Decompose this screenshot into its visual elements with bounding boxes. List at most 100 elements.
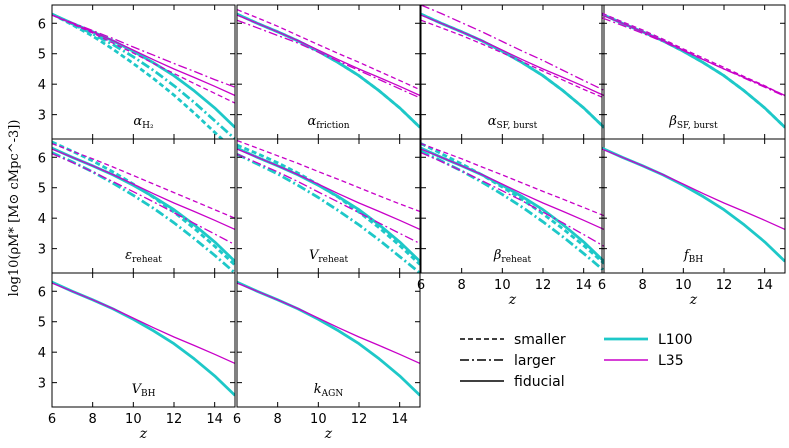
x-tick-label: 10 <box>125 412 142 427</box>
panel-10: 6 8 10 12 14 z kAGN <box>233 272 421 442</box>
panel-6: Vreheat <box>236 138 421 274</box>
panel-label: αfriction <box>307 114 349 131</box>
y-tick-label: 5 <box>38 48 46 63</box>
y-tick-label: 6 <box>38 151 46 166</box>
legend: smaller larger fiducial L100 L35 <box>460 332 693 390</box>
panel-9: 3 4 5 6 6 8 10 12 14 z VBH <box>38 272 236 442</box>
line-L35-larger <box>421 152 604 247</box>
panel-grid: 3 4 5 6 αH₂ αfriction αSF, burst βSF, burst 3 4 5 6… <box>38 4 786 442</box>
panel-lines <box>237 280 420 397</box>
y-tick-label: 3 <box>38 243 46 258</box>
x-tick-label: 10 <box>675 278 692 293</box>
line-L35-fiducial <box>237 282 420 364</box>
line-L35-larger <box>52 153 235 246</box>
x-tick-label: 12 <box>351 412 368 427</box>
x-tick-label: 14 <box>391 412 408 427</box>
line-L35-smaller <box>421 142 604 217</box>
y-tick-label: 6 <box>38 285 46 300</box>
line-L100-larger <box>421 149 604 272</box>
x-axis-label: z <box>324 426 333 442</box>
legend-label-L35: L35 <box>658 353 684 369</box>
line-L35-fiducial <box>421 148 604 230</box>
x-tick-label: 8 <box>458 278 466 293</box>
legend-label-fiducial: fiducial <box>514 374 565 390</box>
x-tick-label: 12 <box>535 278 552 293</box>
y-tick-label: 5 <box>38 316 46 331</box>
line-L35-smaller <box>602 12 785 97</box>
panel-frame <box>420 138 605 274</box>
line-L35-smaller <box>52 14 235 104</box>
line-L35-fiducial <box>52 148 235 230</box>
panel-label: kAGN <box>314 382 344 399</box>
panel-label: εreheat <box>125 248 162 265</box>
x-tick-label: 12 <box>716 278 733 293</box>
panel-1: 3 4 5 6 αH₂ <box>38 4 236 140</box>
x-axis-label: z <box>139 426 148 442</box>
line-L100-smaller <box>421 12 604 129</box>
line-L35-larger <box>421 5 604 91</box>
x-tick-label: 10 <box>310 412 327 427</box>
line-L35-smaller <box>237 8 420 91</box>
line-L35-fiducial <box>237 14 420 97</box>
line-L100-larger <box>52 12 235 139</box>
line-L35-fiducial <box>52 282 235 364</box>
panel-8: 6 8 10 12 14 z fBH <box>598 138 786 308</box>
panel-4: βSF, burst <box>601 4 786 140</box>
line-L100-fiducial <box>237 280 420 397</box>
panel-2: αfriction <box>236 4 421 140</box>
line-L100-smaller <box>237 143 420 266</box>
line-L100-smaller <box>602 12 785 129</box>
panel-lines <box>421 142 604 272</box>
line-L35-larger <box>237 19 420 99</box>
line-L100-fiducial <box>52 280 235 397</box>
line-L100-smaller <box>52 140 235 267</box>
x-tick-label: 6 <box>233 412 241 427</box>
panel-lines <box>52 140 235 273</box>
panel-lines <box>237 8 420 129</box>
panel-lines <box>52 12 235 139</box>
x-tick-label: 6 <box>598 278 606 293</box>
legend-label-L100: L100 <box>658 332 693 348</box>
x-tick-label: 8 <box>639 278 647 293</box>
line-L100-fiducial <box>602 146 785 263</box>
panel-7: 6 8 10 12 14 z βreheat <box>417 138 605 308</box>
panel-frame <box>601 138 786 274</box>
panel-label: βreheat <box>493 248 532 265</box>
x-axis-label: z <box>508 292 517 308</box>
panel-label: βSF, burst <box>668 114 718 131</box>
line-L35-larger <box>52 14 235 88</box>
y-tick-label: 5 <box>38 182 46 197</box>
x-tick-label: 14 <box>206 412 223 427</box>
line-L35-smaller <box>237 139 420 213</box>
y-tick-label: 4 <box>38 212 46 227</box>
line-L35-fiducial <box>52 14 235 97</box>
line-L100-smaller <box>421 142 604 265</box>
panel-frame <box>236 272 421 408</box>
line-L35-fiducial <box>237 148 420 230</box>
x-tick-label: 6 <box>417 278 425 293</box>
x-axis-label: z <box>689 292 698 308</box>
panel-lines <box>237 139 420 273</box>
panel-label: αSF, burst <box>488 114 538 131</box>
panel-label: fBH <box>683 248 703 265</box>
panel-lines <box>602 146 785 263</box>
y-tick-label: 6 <box>38 17 46 32</box>
panel-label: Vreheat <box>309 248 349 265</box>
line-L35-smaller <box>421 19 604 99</box>
legend-label-larger: larger <box>514 353 555 369</box>
panel-lines <box>421 5 604 129</box>
panel-lines <box>602 12 785 129</box>
x-tick-label: 10 <box>494 278 511 293</box>
panel-label: VBH <box>132 382 156 399</box>
line-L100-larger <box>52 151 235 273</box>
x-tick-label: 6 <box>48 412 56 427</box>
x-tick-label: 14 <box>756 278 773 293</box>
y-tick-label: 4 <box>38 78 46 93</box>
y-tick-label: 3 <box>38 109 46 124</box>
panel-label: αH₂ <box>133 114 154 131</box>
line-L35-smaller <box>52 142 235 219</box>
y-tick-label: 3 <box>38 377 46 392</box>
x-tick-label: 14 <box>575 278 592 293</box>
line-L100-fiducial <box>421 12 604 129</box>
